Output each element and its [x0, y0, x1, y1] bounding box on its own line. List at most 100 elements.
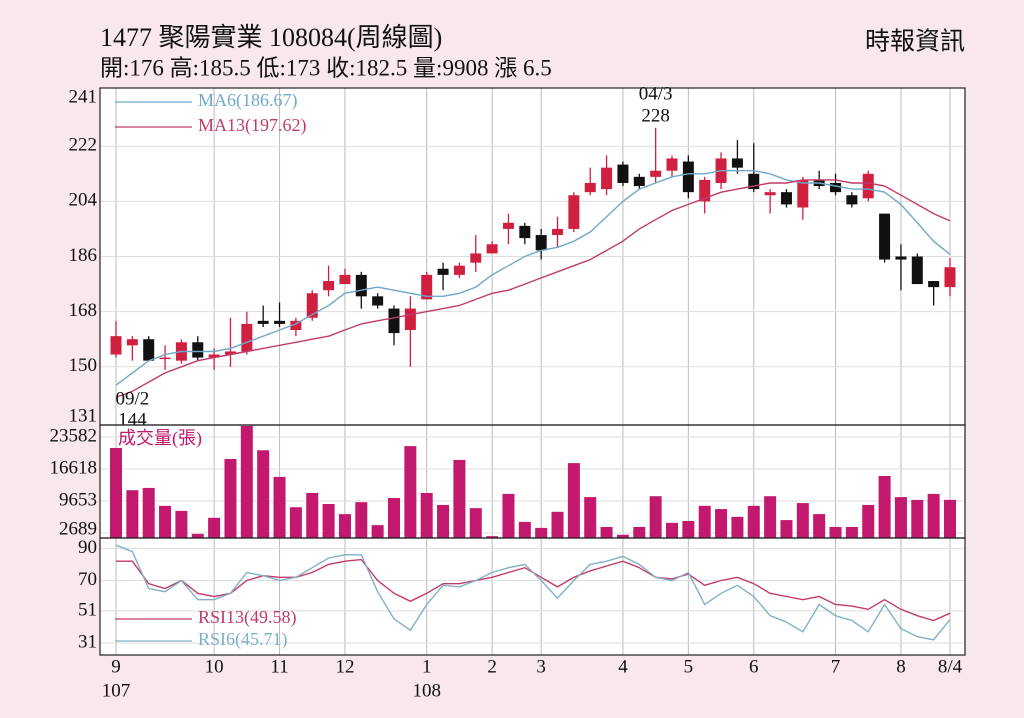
legend-label: RSI13(49.58) [198, 607, 297, 628]
candle-body [143, 339, 155, 361]
candle-body [830, 182, 842, 193]
candle-body [208, 354, 220, 358]
x-tick-label: 3 [536, 656, 546, 677]
volume-bar [142, 487, 155, 538]
x-tick-label: 10 [205, 656, 224, 677]
y-tick-label: 16618 [50, 457, 98, 478]
candle-body [339, 274, 351, 285]
x-tick-label: 2 [487, 656, 497, 677]
volume-bar [764, 496, 777, 538]
candle-body [879, 213, 891, 260]
candle-body [388, 308, 400, 334]
candle-body [502, 222, 514, 229]
annotation-value: 228 [641, 105, 670, 126]
candle-body [650, 170, 662, 177]
volume-bar [715, 509, 728, 538]
y-tick-label: 186 [69, 245, 98, 266]
candle-body [126, 339, 138, 346]
volume-bar [911, 499, 924, 538]
y-tick-label: 204 [69, 190, 98, 211]
volume-bar [796, 503, 809, 538]
volume-bar [731, 516, 744, 538]
candle-body [323, 281, 335, 291]
annotation-date: 09/2 [115, 388, 149, 409]
volume-label: 成交量(張) [118, 428, 202, 449]
candle-body [306, 293, 318, 318]
candle-body [535, 235, 547, 251]
candle-body [895, 256, 907, 260]
candle-body [731, 158, 743, 168]
candle-body [257, 320, 269, 324]
volume-bar [927, 493, 940, 538]
title: 1477 聚陽實業 108084(周線圖) [100, 23, 442, 52]
y-tick-label: 222 [69, 135, 98, 156]
candle-body [274, 320, 286, 324]
volume-bar [780, 520, 793, 538]
legend-label: RSI6(45.71) [198, 629, 288, 650]
candle-body [159, 357, 171, 360]
volume-bar [633, 526, 646, 538]
volume-bar [878, 475, 891, 538]
volume-bar [649, 496, 662, 538]
volume-bar [126, 490, 139, 538]
candle-body [617, 164, 629, 183]
volume-bar [551, 511, 564, 538]
volume-bar [600, 526, 613, 538]
volume-bar [813, 514, 826, 538]
candle-body [437, 268, 449, 275]
y-tick-label: 31 [78, 631, 97, 652]
volume-bar [322, 504, 335, 538]
x-tick-label: 8/4 [938, 656, 963, 677]
candle-body [486, 244, 498, 254]
candle-body [601, 167, 613, 190]
y-tick-label: 90 [78, 537, 97, 558]
volume-bar [698, 505, 711, 538]
volume-bar [502, 493, 515, 538]
candle-body [928, 281, 940, 288]
volume-bar [273, 476, 286, 538]
ma-line [115, 170, 951, 386]
volume-bar [469, 508, 482, 538]
y-tick-label: 9653 [59, 489, 97, 510]
volume-bar [747, 505, 760, 538]
y-tick-label: 131 [69, 405, 98, 426]
candle-body [862, 173, 874, 199]
candle-body [748, 173, 760, 190]
candle-body [568, 195, 580, 229]
x-tick-label: 6 [749, 656, 759, 677]
x-tick-label: 8 [896, 656, 906, 677]
candle-body [699, 179, 711, 202]
x-tick-label: 11 [270, 656, 288, 677]
volume-bar [355, 502, 368, 538]
annotation-date: 04/3 [639, 83, 673, 104]
panel-frame [99, 537, 966, 656]
ma-line [115, 179, 951, 399]
candle-body [241, 323, 253, 352]
volume-bar [388, 498, 400, 538]
candle-body [584, 182, 596, 193]
volume-bar [486, 536, 499, 538]
candle-body [846, 195, 858, 205]
x-tick-label: 7 [831, 656, 841, 677]
x-tick-label: 12 [335, 656, 354, 677]
volume-bar [404, 446, 417, 538]
volume-bar [437, 504, 450, 538]
legend-label: MA6(186.67) [198, 90, 298, 111]
volume-bar [371, 525, 384, 538]
candle-body [519, 225, 531, 239]
x-tick-label: 9 [111, 656, 121, 677]
candle-body [224, 351, 236, 355]
volume-bar [306, 492, 319, 538]
volume-bar [829, 526, 842, 538]
candle-body [453, 265, 465, 275]
volume-bar [110, 447, 122, 538]
candle-body [633, 176, 645, 187]
y-tick-label: 23582 [50, 425, 98, 446]
y-tick-label: 168 [69, 300, 98, 321]
y-tick-label: 2689 [59, 518, 97, 539]
candle-body [552, 228, 564, 236]
candle-body [192, 342, 204, 358]
volume-bar [420, 492, 433, 538]
candle-body [372, 296, 384, 306]
volume-bar [518, 521, 531, 538]
